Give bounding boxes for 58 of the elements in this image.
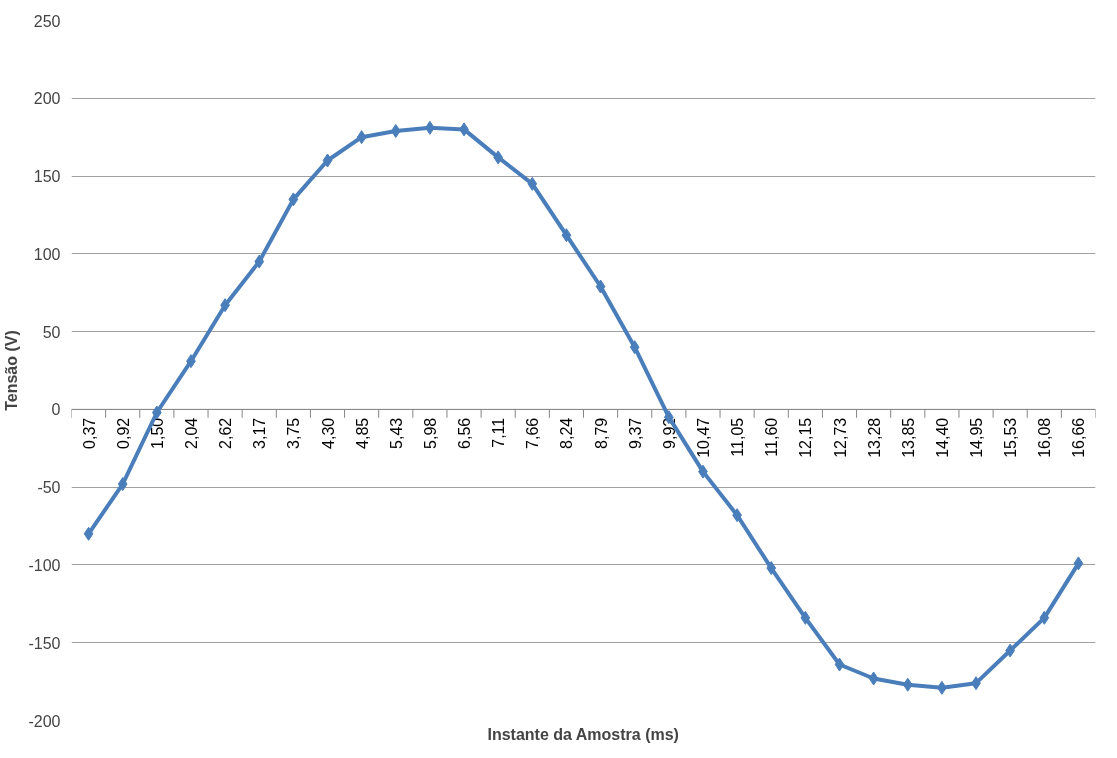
x-tick-label: 9,37 (626, 417, 644, 449)
x-tick-label: 12,15 (797, 417, 815, 458)
x-tick-label: 13,28 (865, 417, 883, 458)
x-tick-label: 7,11 (490, 417, 508, 448)
y-tick-label: -50 (37, 479, 61, 497)
x-tick-label: 10,47 (694, 417, 712, 458)
y-tick-label: -100 (28, 556, 61, 574)
x-tick-label: 3,75 (285, 417, 303, 449)
x-tick-label: 12,73 (831, 417, 849, 458)
point (390, 123, 401, 138)
x-tick-label: 13,85 (899, 417, 917, 458)
x-tick-label: 7,66 (524, 417, 542, 449)
point (254, 254, 265, 269)
point (117, 477, 128, 492)
point (868, 671, 879, 686)
point (356, 130, 367, 145)
point (766, 561, 777, 576)
point (288, 192, 299, 207)
x-tick-label: 2,04 (182, 417, 200, 449)
x-tick-label: 4,85 (353, 417, 371, 449)
point (561, 228, 572, 243)
point (629, 340, 640, 355)
y-tick-label: 100 (33, 245, 61, 263)
x-tick-label: 4,30 (319, 417, 337, 449)
x-tick-label: 14,40 (933, 417, 951, 458)
x-tick-label: 0,92 (114, 417, 132, 449)
point (322, 153, 333, 168)
x-tick-label: 16,66 (1070, 417, 1088, 458)
point (1073, 556, 1084, 571)
y-tick-label: 0 (51, 401, 61, 419)
x-tick-label: 2,62 (217, 417, 235, 449)
x-tick-label: 16,08 (1036, 417, 1054, 458)
y-tick-label: 50 (42, 323, 61, 341)
y-axis-title: Tensão (V) (3, 330, 21, 411)
point (902, 677, 913, 692)
x-tick-label: 5,43 (387, 417, 405, 449)
y-tick-label: 150 (33, 168, 61, 186)
x-tick-label: 11,60 (763, 417, 781, 457)
x-tick-label: 3,17 (251, 417, 269, 449)
x-tick-label: 11,05 (729, 417, 747, 457)
x-tick-label: 15,53 (1002, 417, 1020, 458)
x-tick-label: 8,24 (558, 417, 576, 449)
y-tick-label: -150 (28, 634, 61, 652)
x-tick-label: 6,56 (456, 417, 474, 449)
x-tick-label: 8,79 (592, 417, 610, 449)
y-tick-label: -200 (28, 712, 61, 730)
point (83, 526, 94, 541)
x-tick-label: 14,95 (968, 417, 986, 458)
x-axis-title: Instante da Amostra (ms) (487, 725, 679, 743)
y-tick-label: 200 (33, 90, 61, 108)
x-tick-label: 5,98 (421, 417, 439, 449)
point (800, 610, 811, 625)
point (1039, 610, 1050, 625)
point (527, 176, 538, 191)
x-tick-label: 0,37 (80, 417, 98, 449)
point (834, 657, 845, 672)
y-tick-label: 250 (33, 12, 61, 30)
point (595, 279, 606, 294)
